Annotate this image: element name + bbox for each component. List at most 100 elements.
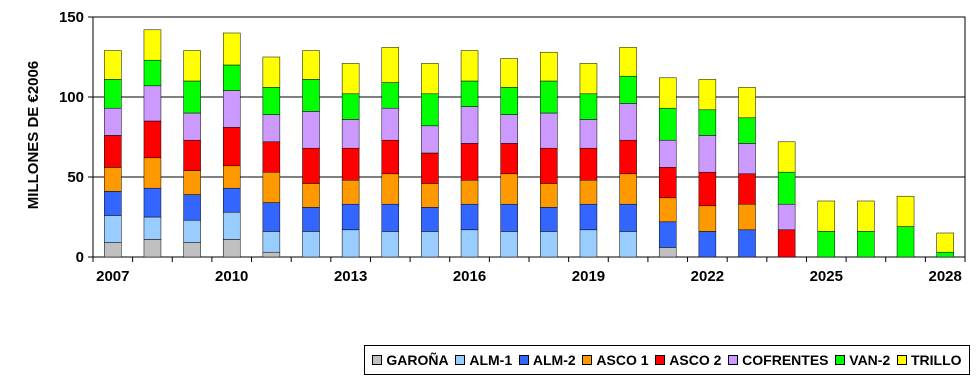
bar-van-2-2017: [500, 87, 518, 115]
bar-cofrentes-2007: [104, 107, 122, 136]
bar-asco-1-2019: [579, 179, 598, 205]
bar-van-2-2024: [777, 171, 796, 205]
bar-asco-2-2008: [143, 120, 162, 159]
bar-van-2-2009: [183, 80, 201, 114]
bar-garoña-2021: [658, 247, 677, 258]
bar-cofrentes-2023: [738, 143, 756, 175]
x-tick-label: 2022: [691, 268, 724, 285]
bar-asco-2-2022: [698, 171, 717, 207]
bar-asco-2-2011: [262, 141, 281, 173]
legend-swatch: [835, 355, 846, 365]
bar-alm-1-2020: [619, 231, 637, 258]
y-tick-label: 50: [67, 169, 84, 186]
bar-trillo-2020: [619, 47, 637, 77]
bar-trillo-2023: [738, 87, 756, 119]
bar-alm-1-2007: [104, 215, 122, 243]
bar-trillo-2018: [540, 51, 558, 82]
bar-asco-1-2023: [738, 203, 756, 231]
bar-cofrentes-2017: [500, 114, 518, 144]
bar-van-2-2014: [381, 82, 400, 109]
x-tick-label: 2025: [810, 268, 843, 285]
bar-alm-1-2014: [381, 231, 400, 258]
legend-swatch: [728, 355, 739, 365]
bar-trillo-2022: [698, 79, 717, 111]
bar-asco-1-2010: [222, 165, 241, 189]
bar-cofrentes-2024: [777, 203, 796, 231]
x-tick-label: 2010: [215, 268, 248, 285]
bar-van-2-2028: [936, 251, 954, 258]
bar-alm-2-2016: [460, 203, 479, 231]
bar-asco-1-2007: [104, 167, 122, 192]
bar-trillo-2016: [460, 50, 479, 82]
bar-cofrentes-2013: [341, 119, 360, 149]
bar-asco-2-2012: [302, 147, 320, 184]
bar-asco-2-2014: [381, 139, 400, 175]
bar-cofrentes-2008: [143, 85, 162, 122]
bar-asco-1-2008: [143, 157, 162, 189]
bar-alm-2-2020: [619, 203, 637, 232]
legend-item-asco-1: ASCO 1: [582, 352, 649, 368]
bar-alm-1-2015: [421, 231, 439, 258]
x-tick-label: 2013: [334, 268, 367, 285]
bar-van-2-2015: [421, 93, 439, 127]
bar-alm-2-2017: [500, 203, 518, 232]
bar-van-2-2016: [460, 80, 479, 107]
bar-cofrentes-2021: [658, 139, 677, 168]
bar-trillo-2011: [262, 56, 281, 88]
bar-van-2-2018: [540, 80, 558, 114]
bar-asco-1-2020: [619, 173, 637, 205]
bar-asco-1-2013: [341, 179, 360, 205]
bar-alm-1-2017: [500, 231, 518, 258]
bar-trillo-2017: [500, 58, 518, 88]
bar-trillo-2028: [936, 232, 954, 253]
bar-asco-2-2016: [460, 143, 479, 181]
bar-alm-2-2015: [421, 207, 439, 232]
bar-trillo-2021: [658, 77, 677, 109]
bar-alm-2-2011: [262, 202, 281, 232]
bar-alm-1-2009: [183, 219, 201, 243]
legend-item-alm-2: ALM-2: [518, 352, 576, 368]
legend-item-alm-1: ALM-1: [455, 352, 512, 368]
bar-van-2-2023: [738, 117, 756, 144]
bar-van-2-2019: [579, 93, 598, 120]
bar-asco-1-2022: [698, 205, 717, 232]
bar-asco-2-2013: [341, 147, 360, 181]
bar-alm-2-2010: [222, 187, 241, 213]
legend-label: ALM-1: [469, 352, 513, 368]
bar-alm-2-2018: [540, 207, 558, 232]
bar-trillo-2007: [104, 50, 122, 80]
x-tick-label: 2007: [96, 268, 129, 285]
bar-van-2-2026: [857, 231, 875, 258]
bar-cofrentes-2016: [460, 106, 479, 144]
bar-asco-1-2011: [262, 171, 281, 203]
bar-alm-2-2009: [183, 194, 201, 221]
bar-trillo-2012: [302, 50, 320, 80]
bar-alm-2-2019: [579, 203, 598, 231]
bar-cofrentes-2022: [698, 135, 717, 173]
bar-garoña-2007: [104, 242, 122, 258]
bar-asco-1-2017: [500, 173, 518, 205]
bar-trillo-2010: [222, 32, 241, 66]
bar-alm-2-2012: [302, 207, 320, 232]
y-tick-label: 150: [59, 9, 84, 26]
legend-item-garoña: GAROÑA: [372, 352, 449, 368]
bars-group: [104, 29, 954, 258]
legend-swatch: [896, 355, 907, 365]
legend-swatch: [582, 355, 593, 365]
bar-alm-1-2016: [460, 229, 479, 258]
legend-label: COFRENTES: [742, 352, 829, 368]
legend-swatch: [372, 355, 383, 365]
bar-alm-2-2022: [698, 231, 717, 258]
bar-alm-1-2008: [143, 216, 162, 240]
bar-cofrentes-2020: [619, 103, 637, 141]
bar-cofrentes-2015: [421, 125, 439, 154]
legend-label: TRILLO: [910, 352, 962, 368]
bar-asco-2-2018: [540, 147, 558, 184]
bar-cofrentes-2019: [579, 119, 598, 149]
legend-label: ASCO 2: [669, 352, 722, 368]
bar-asco-1-2018: [540, 183, 558, 208]
bar-cofrentes-2014: [381, 107, 400, 141]
bar-asco-1-2021: [658, 197, 677, 223]
bar-van-2-2007: [104, 79, 122, 109]
